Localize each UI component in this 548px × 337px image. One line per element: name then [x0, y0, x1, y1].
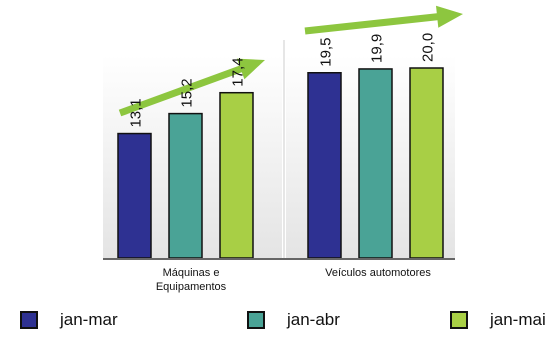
- bar: [307, 72, 342, 259]
- legend-label-jan-mar: jan-mar: [60, 310, 118, 329]
- legend-swatch-jan-abr: [247, 311, 265, 329]
- trend-arrow: [118, 58, 265, 117]
- legend-swatch-jan-mar: [20, 311, 38, 329]
- legend-item-jan-abr: jan-abr: [247, 310, 340, 330]
- category-label: Máquinas e: [163, 267, 220, 279]
- bar: [358, 68, 393, 259]
- legend-item-jan-mar: jan-mar: [20, 310, 118, 330]
- legend-label-jan-mai: jan-mai: [490, 310, 546, 329]
- data-label: 17,4: [230, 57, 247, 86]
- category-label: Veículos automotores: [325, 267, 431, 279]
- data-label: 19,5: [318, 38, 335, 67]
- legend-item-jan-mai: jan-mai: [450, 310, 546, 330]
- bar: [168, 112, 203, 259]
- bar: [117, 132, 152, 259]
- bar: [219, 91, 254, 259]
- data-label: 13,1: [128, 98, 145, 127]
- plot-background: [103, 40, 455, 258]
- legend-label-jan-abr: jan-abr: [287, 310, 340, 329]
- data-label: 15,2: [179, 78, 196, 107]
- x-axis: Máquinas e Equipamentos Veículos automotor…: [103, 258, 455, 293]
- legend-swatch-jan-mai: [450, 311, 468, 329]
- data-label: 19,9: [369, 34, 386, 63]
- bar: [409, 67, 444, 259]
- trend-arrows: [118, 5, 463, 117]
- bars: [117, 67, 444, 259]
- trend-arrow: [304, 5, 463, 35]
- data-label: 20,0: [420, 33, 437, 62]
- category-label: Equipamentos: [156, 281, 227, 293]
- legend: jan-mar jan-abr jan-mai: [0, 310, 548, 336]
- data-labels: 13,1 15,2 17,4 19,5 19,9 20,0: [128, 33, 437, 128]
